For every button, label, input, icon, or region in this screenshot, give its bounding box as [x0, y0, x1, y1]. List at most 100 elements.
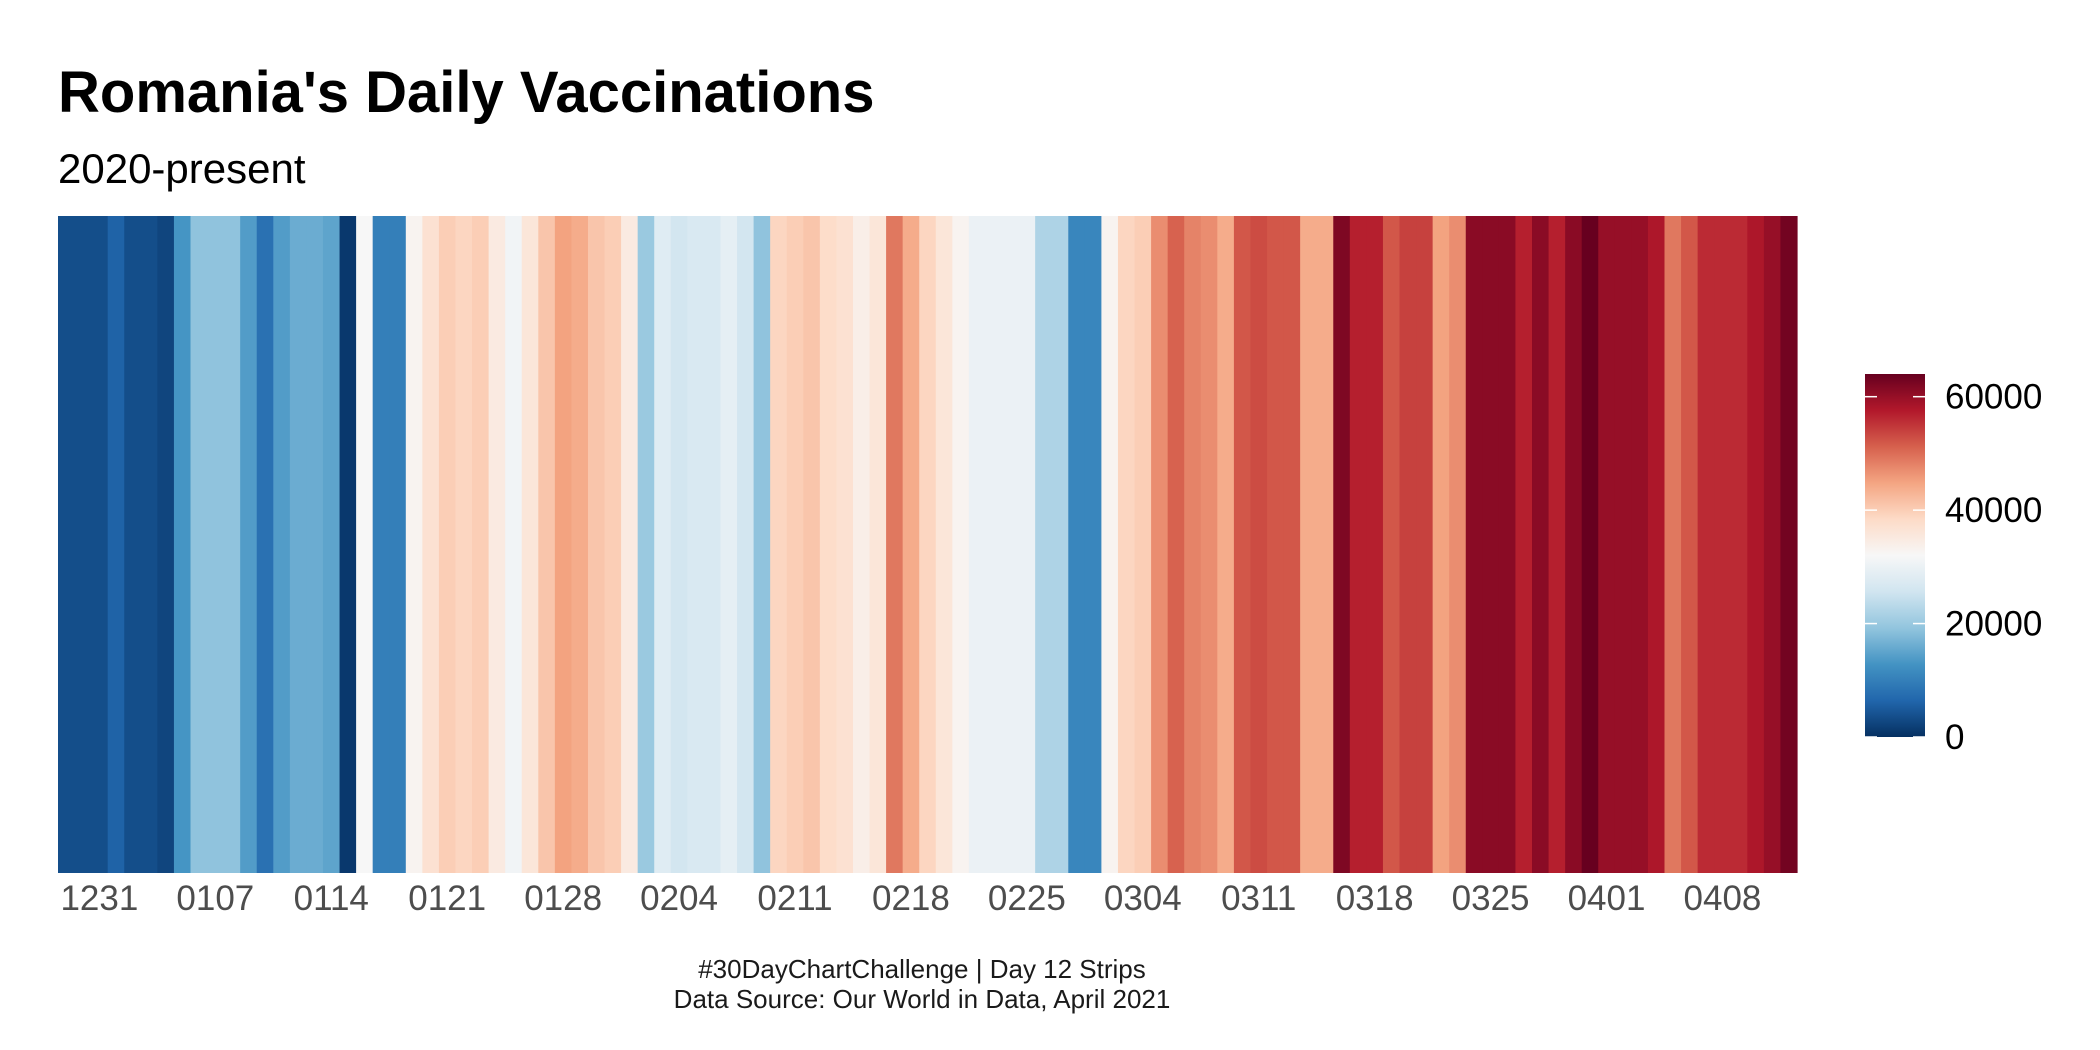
strip-2021-02-03 [654, 216, 672, 873]
strip-2021-03-01 [1084, 216, 1102, 873]
strip-2021-01-14 [322, 216, 341, 873]
x-tick-label: 0128 [524, 879, 602, 918]
strip-2021-02-20 [935, 216, 953, 873]
strip-2021-02-12 [803, 216, 821, 873]
strip-2021-04-01 [1598, 216, 1616, 873]
strip-2021-04-12 [1780, 216, 1798, 873]
x-tick-label: 0408 [1684, 879, 1762, 918]
strip-2021-03-21 [1416, 216, 1434, 873]
strip-2021-04-11 [1763, 216, 1782, 873]
strip-2020-12-31 [91, 216, 109, 873]
strip-2021-02-23 [985, 216, 1003, 873]
strip-2021-01-01 [107, 216, 125, 873]
caption-line-2: Data Source: Our World in Data, April 20… [674, 984, 1171, 1014]
strip-2021-02-02 [637, 216, 655, 873]
strip-2021-03-11 [1250, 216, 1268, 873]
strip-2021-04-08 [1714, 216, 1732, 873]
strip-2021-02-06 [703, 216, 722, 873]
strip-2021-01-31 [604, 216, 622, 873]
strip-2021-03-20 [1399, 216, 1417, 873]
strip-2020-12-30 [74, 216, 92, 873]
chart-subtitle: 2020-present [58, 145, 306, 192]
strip-2021-03-29 [1548, 216, 1566, 873]
strip-2021-01-04 [157, 216, 175, 873]
strip-2021-03-22 [1432, 216, 1450, 873]
strip-2021-03-07 [1184, 216, 1202, 873]
strip-2021-02-11 [786, 216, 804, 873]
strip-2020-12-29 [58, 216, 76, 873]
strip-2021-03-31 [1581, 216, 1599, 873]
strip-2021-03-03 [1117, 216, 1136, 873]
strip-2021-03-27 [1515, 216, 1533, 873]
chart-title: Romania's Daily Vaccinations [58, 60, 874, 125]
strip-2021-03-13 [1283, 216, 1301, 873]
x-tick-label: 0121 [408, 879, 486, 918]
strip-2021-02-17 [886, 216, 904, 873]
strip-2021-03-02 [1101, 216, 1119, 873]
strip-2021-01-25 [505, 216, 523, 873]
strip-2021-02-28 [1068, 216, 1086, 873]
x-tick-label: 0114 [294, 879, 369, 918]
strip-2021-01-21 [438, 216, 457, 873]
x-axis-ticks: 1231 0107 0114 0121 0128 0204 0211 0218 0225 0304… [60, 879, 1761, 918]
strip-2021-03-25 [1482, 216, 1500, 873]
strip-2021-01-09 [240, 216, 258, 873]
x-tick-label: 0225 [988, 879, 1066, 918]
strip-2021-02-21 [952, 216, 970, 873]
strip-2021-01-07 [207, 216, 225, 873]
strip-2021-03-18 [1366, 216, 1384, 873]
strip-2021-02-07 [720, 216, 738, 873]
strip-2021-01-23 [472, 216, 490, 873]
strip-2021-03-28 [1532, 216, 1550, 873]
strip-2021-01-08 [223, 216, 241, 873]
strip-2021-02-19 [919, 216, 937, 873]
strip-2021-01-12 [289, 216, 308, 873]
strip-2021-04-02 [1614, 216, 1632, 873]
strip-2021-02-15 [852, 216, 871, 873]
strip-2021-03-10 [1233, 216, 1252, 873]
strip-2021-02-05 [687, 216, 705, 873]
strip-2021-03-05 [1151, 216, 1169, 873]
strip-2021-03-06 [1167, 216, 1185, 873]
strip-2021-04-06 [1681, 216, 1699, 873]
strip-2021-01-18 [389, 216, 407, 873]
strip-2021-03-09 [1217, 216, 1235, 873]
color-legend: 0 20000 40000 60000 [1865, 374, 2042, 757]
strip-2021-03-12 [1267, 216, 1285, 873]
legend-tick-label: 60000 [1945, 378, 2042, 417]
strip-2021-04-09 [1730, 216, 1748, 873]
strip-2021-03-19 [1382, 216, 1401, 873]
x-tick-label: 0107 [176, 879, 254, 918]
strip-2021-03-30 [1565, 216, 1583, 873]
x-tick-label: 0311 [1221, 879, 1296, 918]
strip-2021-01-20 [422, 216, 440, 873]
strip-2021-02-24 [1002, 216, 1020, 873]
strip-2021-04-03 [1631, 216, 1649, 873]
strip-2021-02-13 [819, 216, 838, 873]
strip-2021-01-24 [488, 216, 506, 873]
x-tick-label: 0318 [1336, 879, 1414, 918]
legend-tick-label: 40000 [1945, 491, 2042, 530]
x-tick-label: 0401 [1568, 879, 1646, 918]
strip-2021-02-01 [621, 216, 639, 873]
strip-2021-01-22 [455, 216, 473, 873]
strip-2021-02-04 [670, 216, 688, 873]
strip-2021-03-23 [1449, 216, 1467, 873]
strip-2021-02-18 [902, 216, 920, 873]
strips-group [58, 216, 1798, 873]
strip-2021-03-14 [1300, 216, 1318, 873]
strip-2021-02-09 [753, 216, 771, 873]
legend-tick-label: 20000 [1945, 605, 2042, 644]
x-tick-label: 0304 [1104, 879, 1182, 918]
strip-2021-01-16 [356, 216, 374, 873]
strip-2021-01-30 [587, 216, 606, 873]
strip-2021-01-06 [190, 216, 208, 873]
strip-2021-01-15 [339, 216, 357, 873]
strip-2021-02-10 [770, 216, 788, 873]
strip-2021-01-17 [372, 216, 390, 873]
strip-2021-01-28 [554, 216, 573, 873]
strip-2021-02-16 [869, 216, 887, 873]
strip-2021-02-22 [968, 216, 987, 873]
strip-2021-02-25 [1018, 216, 1036, 873]
legend-tick-label: 0 [1945, 718, 1964, 757]
